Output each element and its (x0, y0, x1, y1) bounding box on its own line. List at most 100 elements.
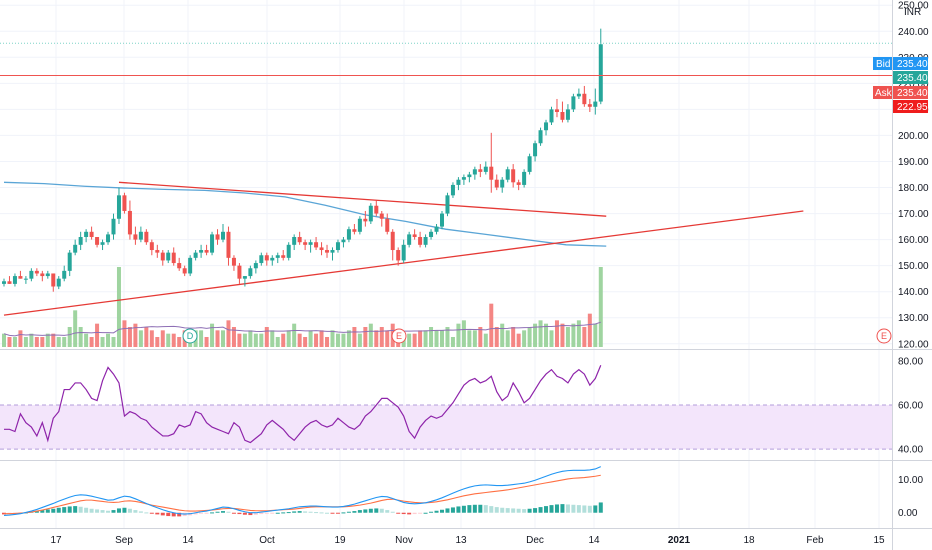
candle (297, 231, 302, 245)
candle-body (23, 278, 28, 280)
volume-bar (160, 330, 165, 347)
macd-histogram-bar (341, 512, 346, 514)
macd-histogram-bar (100, 510, 105, 513)
macd-histogram-bar (576, 505, 581, 513)
macd-histogram-bar (111, 510, 116, 513)
volume-bar (155, 337, 160, 347)
event-label: D (187, 331, 194, 341)
candle-body (303, 242, 308, 245)
candle-body (582, 93, 587, 105)
candle-body (418, 237, 423, 245)
volume-bar (177, 337, 182, 347)
candle (440, 210, 444, 230)
macd-histogram-bar (330, 512, 335, 514)
bid-value: 235.40 (897, 59, 928, 70)
candle (67, 250, 72, 277)
volume-bar (598, 267, 603, 347)
x-tick-label: Sep (115, 535, 133, 546)
candle (429, 229, 434, 240)
candle-body (171, 252, 176, 264)
x-tick-label: 13 (455, 535, 467, 546)
volume-bar (29, 333, 34, 347)
y-tick-label: 220.00 (898, 79, 929, 90)
volume-bar (166, 333, 171, 347)
volume-bar (122, 320, 127, 347)
y-tick-label: 160.00 (898, 235, 929, 246)
macd-histogram-bar (149, 512, 154, 514)
macd-histogram-bar (237, 512, 242, 515)
candle-body (210, 234, 215, 253)
candle (303, 239, 308, 251)
volume-bar (478, 327, 483, 347)
candle-body (29, 270, 34, 279)
candle (253, 260, 258, 274)
macd-histogram-bar (412, 512, 417, 515)
candle-body (357, 218, 362, 232)
candle (177, 257, 182, 271)
time-axis[interactable]: 17 Sep 14 Oct 19 Nov 13 Dec 14 2021 18 Feb 15 (50, 535, 885, 546)
macd-histogram-bar (259, 512, 264, 515)
macd-lines (3, 466, 601, 516)
macd-histogram-bar (538, 507, 543, 513)
candle-body (314, 242, 319, 248)
macd-histogram-bar (308, 511, 313, 513)
macd-histogram-bar (560, 504, 565, 513)
macd-histogram-bar (171, 512, 176, 517)
volume-bar (565, 327, 570, 347)
macd-histogram-bar (275, 512, 280, 514)
volume-bar (2, 333, 6, 347)
candle-body (177, 263, 182, 269)
volume-bar (275, 337, 280, 347)
candle (494, 174, 499, 191)
candle (166, 250, 171, 264)
macd-pane[interactable] (2, 466, 603, 517)
macd-histogram-bar (396, 512, 401, 514)
volume-bar (450, 337, 455, 347)
candle (325, 244, 330, 258)
macd-histogram-bar (45, 509, 50, 513)
macd-histogram-bar (215, 511, 220, 513)
candle (461, 174, 466, 185)
candle-body (116, 195, 121, 219)
candle-body (45, 273, 50, 277)
volume-ma-path (3, 321, 601, 337)
candle (363, 210, 368, 227)
candle-body (281, 255, 286, 258)
volume-bar (204, 337, 209, 347)
rsi-tick-label: 80.00 (898, 356, 923, 367)
last-price-tag: 235.40 (893, 71, 928, 84)
macd-histogram-bar (62, 507, 67, 513)
candle-body (275, 255, 280, 258)
candle (308, 239, 313, 253)
event-circle (876, 328, 892, 344)
rsi-pane[interactable] (0, 365, 892, 450)
candle (314, 237, 319, 251)
candle-body (505, 169, 510, 180)
event-circle (182, 328, 198, 344)
candle-body (325, 250, 330, 253)
candle (78, 231, 83, 251)
candle-body (483, 166, 488, 172)
candle (560, 101, 565, 123)
y-tick-label: 120.00 (898, 339, 929, 350)
candle-body (412, 234, 417, 238)
candle (554, 98, 559, 118)
macd-histogram-bar (204, 512, 209, 514)
volume-bar (434, 330, 439, 347)
macd-histogram-bar (571, 504, 576, 513)
macd-histogram-bar (407, 512, 412, 515)
macd-histogram (2, 502, 603, 517)
macd-histogram-bar (533, 508, 538, 513)
candle (193, 250, 198, 261)
candle-body (472, 169, 477, 175)
candle-body (533, 143, 538, 157)
candle-body (352, 229, 357, 232)
candle (445, 192, 450, 217)
candle (385, 213, 390, 235)
macd-histogram-bar (418, 512, 423, 514)
volume-bar (73, 310, 78, 347)
macd-line-path (3, 466, 601, 516)
volume-bar (549, 330, 554, 347)
